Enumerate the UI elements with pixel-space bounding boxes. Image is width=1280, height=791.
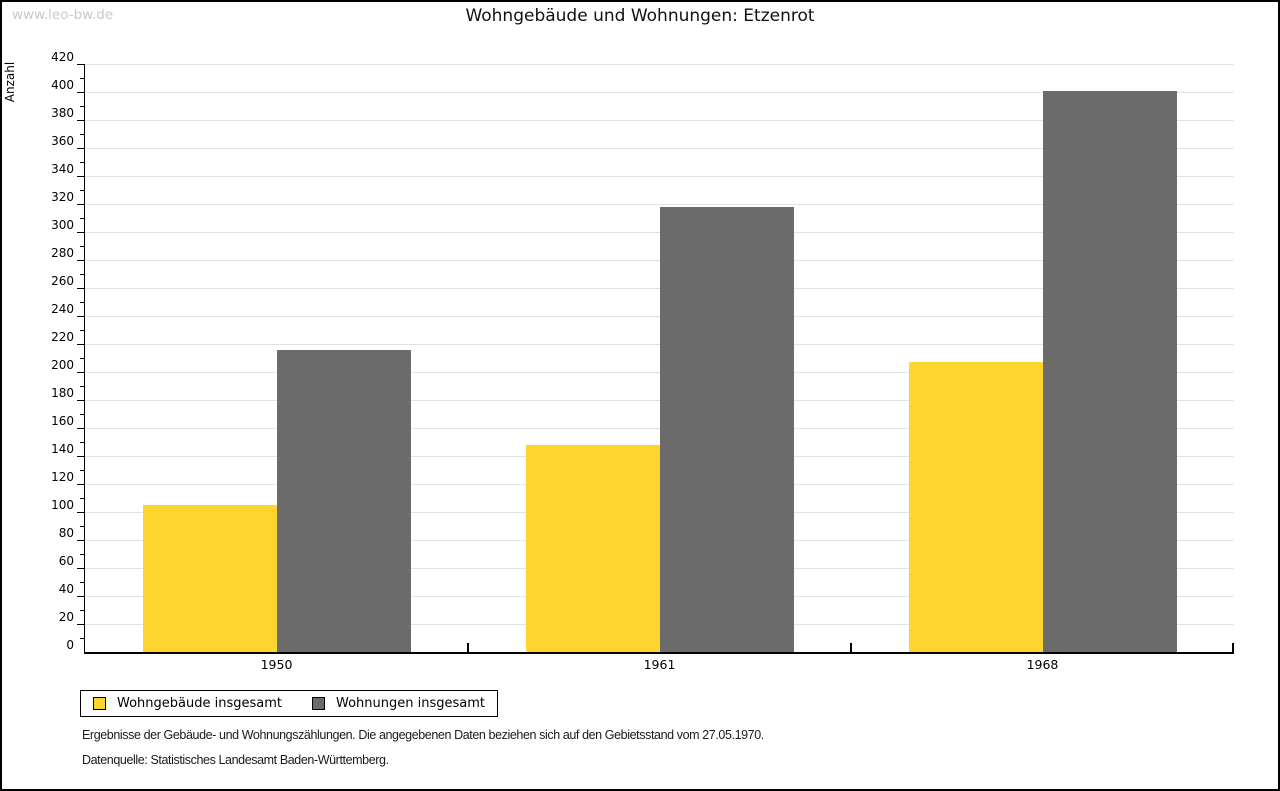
y-major-tick <box>77 400 84 401</box>
y-minor-tick <box>80 554 84 555</box>
y-major-tick <box>77 204 84 205</box>
y-tick-label: 0 <box>66 638 74 652</box>
y-major-tick <box>77 288 84 289</box>
y-tick-label: 420 <box>51 50 74 64</box>
y-tick-label: 160 <box>51 414 74 428</box>
y-tick-label: 320 <box>51 190 74 204</box>
y-major-tick <box>77 260 84 261</box>
y-major-tick <box>77 512 84 513</box>
legend-swatch-wohngebaeude <box>93 697 106 710</box>
y-major-tick <box>77 596 84 597</box>
x-separator-tick <box>467 643 469 652</box>
y-minor-tick <box>80 274 84 275</box>
legend-label: Wohngebäude insgesamt <box>117 696 282 711</box>
y-major-tick <box>77 568 84 569</box>
x-tick-label: 1961 <box>643 657 676 672</box>
x-tick-label: 1968 <box>1026 657 1059 672</box>
y-axis-tick-labels: 0 20 40 60 80 100 120 140 160 180 200 220 240 260 280 3… <box>26 50 74 652</box>
y-tick-label: 200 <box>51 358 74 372</box>
y-minor-tick <box>80 78 84 79</box>
plot-area: 1950 1961 1968 <box>77 64 1234 672</box>
gridline <box>85 176 1234 177</box>
y-major-tick <box>77 372 84 373</box>
bar-1968-wohnungen <box>1042 90 1177 652</box>
y-tick-label: 380 <box>51 106 74 120</box>
legend-item: Wohngebäude insgesamt <box>93 696 282 711</box>
y-minor-tick <box>80 470 84 471</box>
y-tick-label: 120 <box>51 470 74 484</box>
y-minor-tick <box>80 638 84 639</box>
y-minor-tick <box>80 358 84 359</box>
y-major-tick <box>77 456 84 457</box>
y-tick-label: 80 <box>58 526 74 540</box>
y-minor-tick <box>80 218 84 219</box>
y-tick-label: 360 <box>51 134 74 148</box>
gridline <box>85 148 1234 149</box>
gridline <box>85 204 1234 205</box>
y-minor-tick <box>80 190 84 191</box>
gridline <box>85 92 1234 93</box>
y-major-tick <box>77 344 84 345</box>
y-minor-tick <box>80 582 84 583</box>
x-axis-endcap-tick <box>1232 643 1234 652</box>
y-major-tick <box>77 316 84 317</box>
x-separator-tick <box>850 643 852 652</box>
y-major-tick <box>77 232 84 233</box>
y-minor-tick <box>80 134 84 135</box>
y-tick-label: 100 <box>51 498 74 512</box>
x-tick-label: 1950 <box>260 657 293 672</box>
y-major-tick <box>77 64 84 65</box>
y-minor-tick <box>80 162 84 163</box>
y-tick-label: 40 <box>58 582 74 596</box>
legend: Wohngebäude insgesamt Wohnungen insgesam… <box>80 690 498 717</box>
y-minor-tick <box>80 330 84 331</box>
y-tick-label: 300 <box>51 218 74 232</box>
bar-1950-wohngebaeude <box>142 505 277 652</box>
bar-1961-wohngebaeude <box>525 444 660 652</box>
y-minor-tick <box>80 386 84 387</box>
y-tick-label: 340 <box>51 162 74 176</box>
y-minor-tick <box>80 610 84 611</box>
legend-swatch-wohnungen <box>312 697 325 710</box>
y-major-tick <box>77 540 84 541</box>
y-minor-tick <box>80 498 84 499</box>
y-minor-tick <box>80 246 84 247</box>
y-major-tick <box>77 92 84 93</box>
y-minor-tick <box>80 526 84 527</box>
bar-1950-wohnungen <box>276 349 411 652</box>
y-minor-tick <box>80 414 84 415</box>
gridline <box>85 120 1234 121</box>
y-major-tick <box>77 428 84 429</box>
y-minor-tick <box>80 442 84 443</box>
y-tick-label: 20 <box>58 610 74 624</box>
watermark: www.leo-bw.de <box>12 7 114 23</box>
y-tick-label: 400 <box>51 78 74 92</box>
bar-1961-wohnungen <box>659 206 794 652</box>
y-major-tick <box>77 484 84 485</box>
gridline <box>85 64 1234 65</box>
bar-1968-wohngebaeude <box>908 362 1043 652</box>
y-tick-label: 280 <box>51 246 74 260</box>
y-major-tick <box>77 176 84 177</box>
y-major-tick <box>77 120 84 121</box>
y-minor-tick <box>80 302 84 303</box>
y-tick-label: 220 <box>51 330 74 344</box>
y-minor-tick <box>80 106 84 107</box>
y-tick-label: 180 <box>51 386 74 400</box>
y-tick-label: 60 <box>58 554 74 568</box>
y-tick-label: 240 <box>51 302 74 316</box>
legend-label: Wohnungen insgesamt <box>336 696 485 711</box>
legend-item: Wohnungen insgesamt <box>312 696 485 711</box>
y-major-tick <box>77 148 84 149</box>
footer-note: Ergebnisse der Gebäude- und Wohnungszähl… <box>82 728 764 742</box>
y-tick-label: 140 <box>51 442 74 456</box>
chart-title: Wohngebäude und Wohnungen: Etzenrot <box>465 6 815 26</box>
y-major-tick <box>77 624 84 625</box>
y-tick-label: 260 <box>51 274 74 288</box>
footer-source: Datenquelle: Statistisches Landesamt Bad… <box>82 753 389 767</box>
